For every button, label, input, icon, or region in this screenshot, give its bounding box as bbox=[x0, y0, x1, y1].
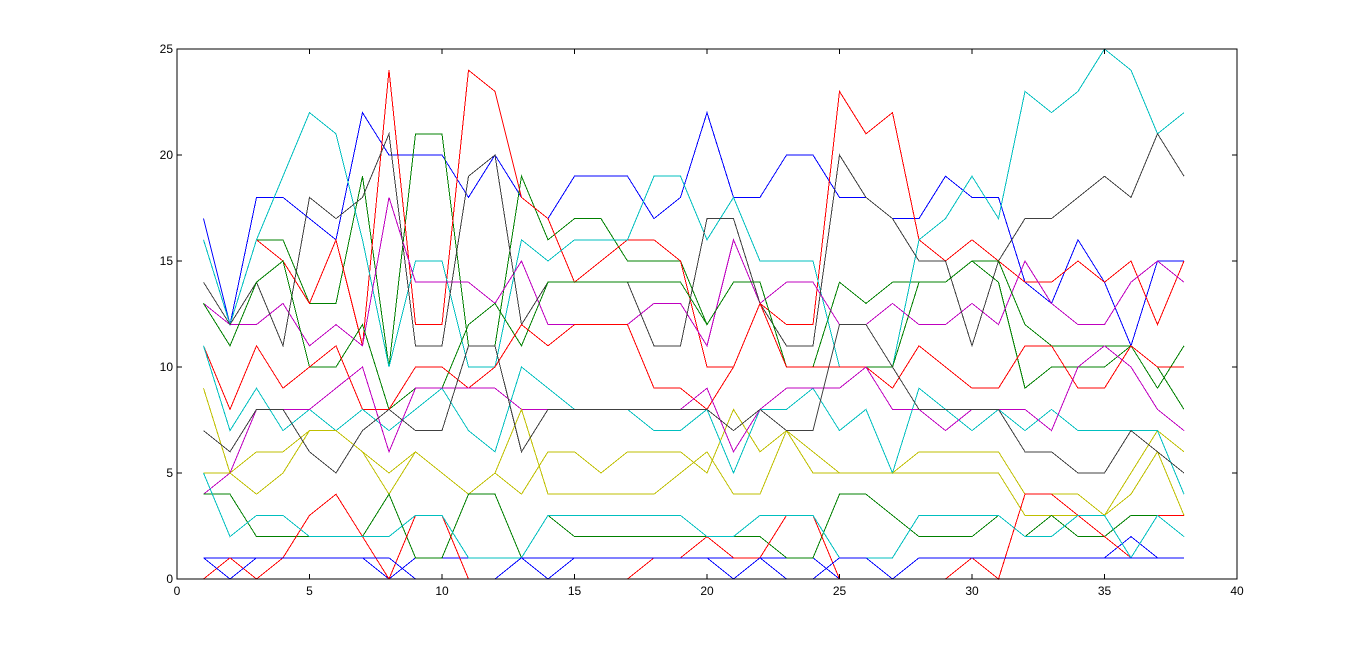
series-line-5 bbox=[203, 197, 1185, 348]
series-line-3 bbox=[203, 69, 1185, 368]
y-tick-label: 25 bbox=[160, 42, 174, 56]
y-tick-label: 5 bbox=[166, 466, 173, 480]
series-line-1 bbox=[203, 110, 1184, 348]
x-tick-label: 0 bbox=[174, 584, 181, 598]
series-line-12 bbox=[203, 345, 1185, 495]
series-line-7 bbox=[203, 131, 1185, 348]
ticks-layer: 0 5 10 15 20 25 30 35 40 0 5 10 15 20 25 bbox=[160, 42, 1244, 598]
x-tick-label: 40 bbox=[1230, 584, 1244, 598]
series-line-17 bbox=[203, 472, 1185, 559]
y-tick-label: 0 bbox=[166, 572, 173, 586]
series-layer bbox=[203, 48, 1185, 581]
plot-area bbox=[177, 49, 1237, 579]
x-tick-label: 15 bbox=[568, 584, 582, 598]
x-tick-label: 35 bbox=[1098, 584, 1112, 598]
series-line-11 bbox=[203, 345, 1185, 495]
series-line-2 bbox=[203, 133, 1185, 390]
x-tick-label: 25 bbox=[833, 584, 847, 598]
series-line-16 bbox=[203, 493, 1184, 581]
y-tick-label: 10 bbox=[160, 360, 174, 374]
axes-box bbox=[176, 48, 1238, 580]
series-line-18 bbox=[203, 557, 1184, 580]
series-line-14 bbox=[203, 324, 1185, 474]
y-tick-label: 15 bbox=[160, 254, 174, 268]
series-line-4 bbox=[203, 48, 1185, 368]
x-tick-label: 10 bbox=[435, 584, 449, 598]
series-line-9 bbox=[203, 260, 1185, 411]
x-tick-label: 30 bbox=[965, 584, 979, 598]
y-tick-label: 20 bbox=[160, 148, 174, 162]
x-tick-label: 20 bbox=[700, 584, 714, 598]
x-tick-label: 5 bbox=[306, 584, 313, 598]
